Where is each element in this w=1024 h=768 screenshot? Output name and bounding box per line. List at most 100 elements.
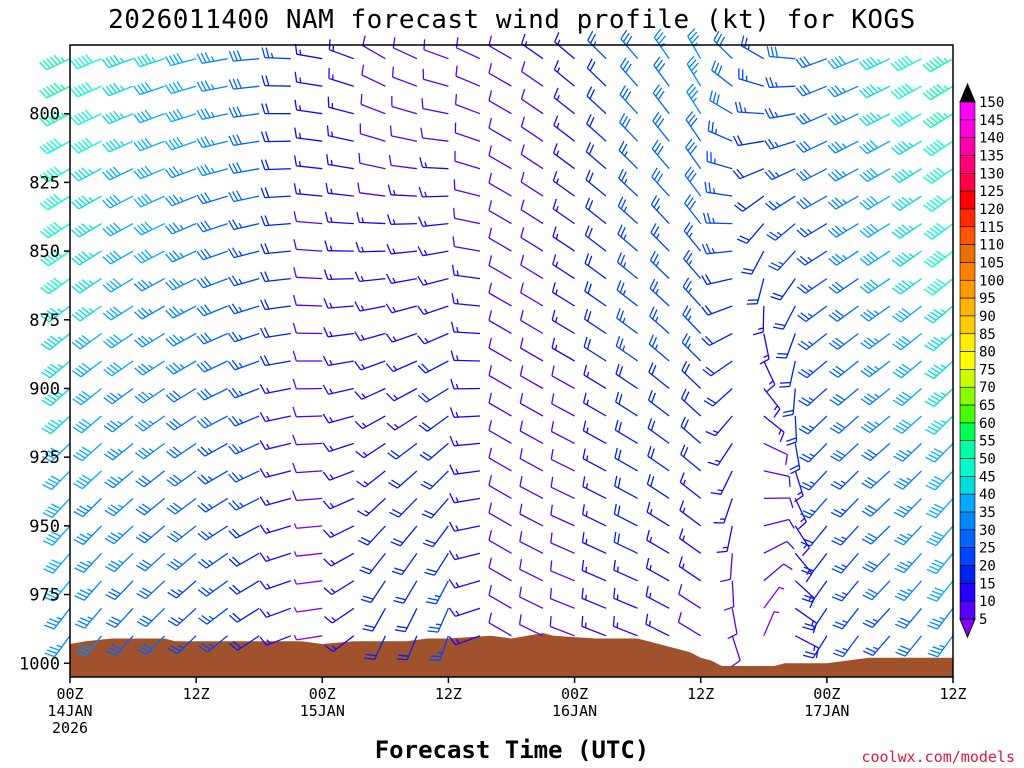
wind-barb [858,56,891,71]
wind-barb [228,415,260,427]
terrain-layer [70,633,953,677]
wind-barb [796,278,828,294]
wind-barbs [39,28,954,668]
wind-barb [420,127,449,142]
wind-barb [892,332,922,351]
wind-barb [891,223,922,239]
wind-barb [583,336,607,362]
wind-barb [322,525,355,538]
wind-barb [228,134,260,146]
wind-barb [765,195,796,211]
wind-barb [42,497,71,518]
wind-barb [827,113,859,126]
colorbar-segment [959,279,976,299]
wind-barb [391,95,418,115]
wind-barb [293,523,323,529]
wind-barb [133,249,165,264]
wind-barb [827,168,859,182]
wind-barb [165,332,197,347]
wind-barb [164,194,197,207]
wind-barb [684,194,702,225]
wind-barb [386,214,417,225]
wind-barb [42,525,71,546]
wind-barb [701,274,733,286]
wind-barb [581,588,607,609]
colorbar-segment [959,351,976,370]
colorbar-segment [959,244,976,263]
x-tick-label: 17JAN [804,702,849,720]
wind-barb [766,223,796,241]
wind-barb [259,580,292,590]
wind-barb [586,86,607,115]
wind-barb [617,196,639,225]
wind-barb [619,85,639,115]
colorbar-segment [959,155,976,174]
terrain-fill [70,633,953,677]
wind-barb [551,337,575,362]
wind-barb [165,278,197,291]
wind-barb [926,525,954,547]
wind-barb [386,415,418,431]
wind-barb [802,607,828,631]
y-tick-label: 875 [29,311,60,331]
wind-barb [799,470,828,491]
wind-barb [43,580,71,602]
wind-barb [740,35,765,60]
wind-barb [797,332,828,351]
wind-barb [259,635,292,646]
wind-barb [797,360,828,379]
colorbar-label: 55 [979,434,996,450]
wind-barb [292,350,323,362]
colorbar-segment [959,297,976,317]
wind-barb [583,308,607,335]
wind-barb [859,195,891,210]
wind-barb [197,580,229,597]
wind-barb [385,332,418,343]
wind-barb [796,195,828,210]
wind-barb [41,415,71,435]
wind-barb [164,53,197,67]
wind-barb [448,578,481,589]
colorbar-segment [959,173,976,192]
wind-barb [862,580,891,601]
wind-barb [584,253,607,280]
wind-barb [165,305,197,319]
wind-barb [519,365,544,390]
wind-barb [293,239,323,252]
wind-barb [613,587,638,609]
wind-barb [734,101,764,115]
wind-barb [683,222,702,252]
wind-barb [800,497,828,519]
wind-barb [386,273,418,284]
wind-barb [74,607,102,629]
colorbar-segment [959,583,976,602]
wind-barb [616,308,638,335]
wind-barb [860,387,891,406]
wind-barb [652,112,670,142]
wind-barb [228,607,260,623]
wind-barb [417,332,449,345]
wind-barb [70,54,102,70]
wind-barb [133,137,165,152]
wind-barb [134,360,165,376]
wind-barb [645,613,670,637]
wind-barb [488,475,512,499]
wind-barb [133,109,165,124]
wind-barb [648,334,670,362]
wind-barb [552,143,575,170]
wind-barb [388,154,417,170]
colorbar-label: 100 [979,273,1004,289]
wind-barb [732,135,764,147]
wind-barb [391,66,418,87]
wind-barb [354,387,386,400]
colorbar-bottom-arrow [959,618,976,639]
wind-barb [73,525,102,546]
colorbar-segment [959,386,976,406]
colorbar-segment [959,190,976,210]
colorbar-segment [959,600,976,620]
wind-barb [829,415,859,434]
wind-barb [417,216,449,227]
wind-barb [552,170,575,197]
wind-barb [454,94,481,115]
wind-barb [323,580,355,596]
